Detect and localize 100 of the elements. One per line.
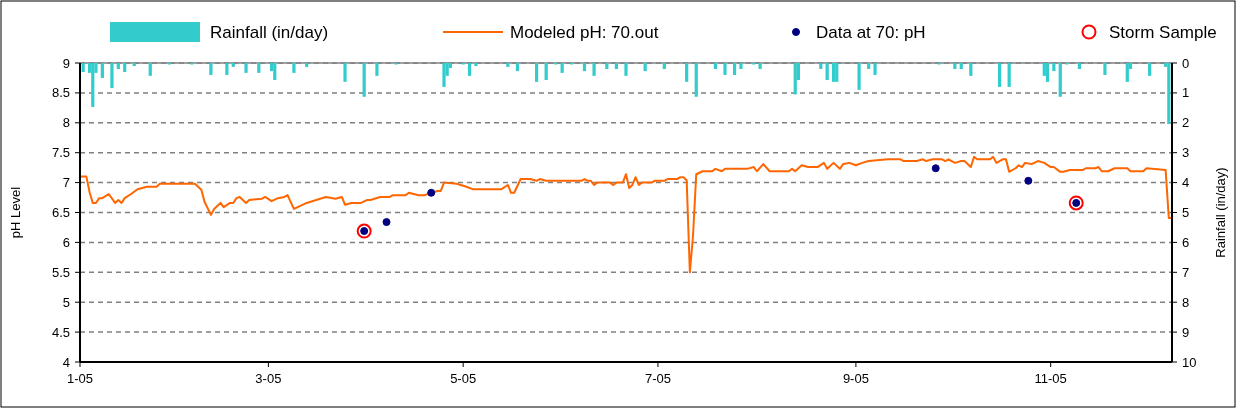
y-tick-label: 8 [62,115,70,131]
bar [506,63,510,67]
bar [148,63,152,76]
bar [375,63,379,76]
bar [116,63,120,69]
y2-tick-label: 3 [1182,145,1190,161]
y-tick-label: 4.5 [51,324,70,340]
point [1024,176,1033,185]
bar [132,63,136,66]
bar [825,63,829,81]
line-series [79,155,1173,274]
bar [91,63,95,107]
bar [1007,63,1011,87]
bar [1058,63,1062,97]
bar [474,63,478,66]
bar [231,63,235,67]
bar [305,63,309,67]
bar [662,63,666,69]
x-tick-label: 1-05 [66,371,94,386]
bar [997,63,1002,87]
y-tick-label: 5.5 [51,264,70,280]
bar [819,63,823,69]
legend-label: Modeled pH: 70.out [510,22,659,42]
bar [739,63,743,69]
bar [110,63,114,89]
y-tick-label: 9 [62,55,70,71]
bar [1167,63,1171,124]
y2-tick-label: 5 [1182,205,1190,221]
point [931,164,940,173]
legend-label: Data at 70: pH [816,22,926,42]
y2-tick-label: 0 [1182,55,1190,71]
y-tick-label: 4 [62,354,70,370]
bar [605,63,609,69]
bar [953,63,957,69]
bar [1052,63,1056,72]
bar [225,63,229,75]
bar [582,63,587,72]
bar [643,63,647,72]
bar [723,63,727,75]
bar [1077,63,1081,69]
bar [758,63,762,69]
y2-tick-label: 4 [1182,175,1190,191]
bar [292,63,296,73]
bar [273,63,277,81]
bar [685,63,689,82]
bar [362,63,366,97]
y-tick-label: 8.5 [51,85,70,101]
y-tick-label: 7.5 [51,145,70,161]
bar [592,63,596,76]
bar [1103,63,1107,75]
y-axis-title: pH Level [8,186,23,239]
bar [544,63,548,81]
bar [81,63,85,72]
y2-tick-label: 7 [1182,264,1190,280]
point [356,223,372,239]
bar [732,63,737,75]
y2-tick-label: 1 [1182,85,1190,101]
bar [257,63,261,73]
bar [867,63,871,69]
bar [835,63,839,82]
bar [209,63,213,75]
legend-label: Storm Sample [1109,22,1217,42]
y-tick-label: 6 [62,234,70,250]
bar [467,63,472,76]
y2-axis-title: Rainfall (in/day) [1213,167,1228,258]
bar [123,63,127,72]
x-tick-label: 3-05 [255,371,282,386]
series-label: Rainfall (in/day) [210,22,329,42]
y-tick-label: 6.5 [51,205,70,221]
x-tick-label: 7-05 [644,371,671,386]
y2-tick-label: 6 [1182,234,1190,250]
x-tick-label: 5-05 [450,371,477,386]
bar [959,63,963,69]
bar [614,63,619,69]
bar [1045,63,1050,82]
bar [831,63,836,82]
x-tick-label: 9-05 [842,371,869,386]
bar [244,63,248,73]
x-tick-label: 11-05 [1034,371,1067,386]
bar [515,63,520,72]
y-tick-label: 5 [62,294,70,310]
bar [442,63,446,87]
bar [857,63,861,90]
bar [1148,63,1152,76]
y2-tick-label: 2 [1182,115,1190,131]
y2-tick-label: 9 [1182,324,1190,340]
bar [343,63,347,82]
bar [694,63,698,97]
bar [873,63,877,75]
bar [535,63,539,82]
point [1068,195,1084,211]
y-tick-label: 7 [62,175,70,191]
point [382,218,391,227]
bar [624,63,628,76]
bar [793,63,797,95]
bar [100,63,104,78]
bar [560,63,564,73]
y2-tick-label: 8 [1182,294,1190,310]
bar [713,63,717,69]
point [427,188,436,197]
